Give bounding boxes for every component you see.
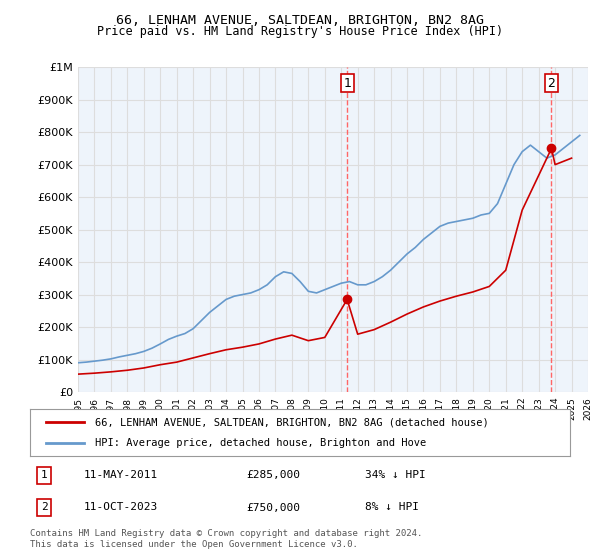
Text: 66, LENHAM AVENUE, SALTDEAN, BRIGHTON, BN2 8AG (detached house): 66, LENHAM AVENUE, SALTDEAN, BRIGHTON, B… [95,417,488,427]
Text: 11-MAY-2011: 11-MAY-2011 [84,470,158,480]
Text: HPI: Average price, detached house, Brighton and Hove: HPI: Average price, detached house, Brig… [95,438,426,448]
Text: £750,000: £750,000 [246,502,300,512]
Text: £285,000: £285,000 [246,470,300,480]
Text: 2: 2 [548,77,556,90]
Text: Price paid vs. HM Land Registry's House Price Index (HPI): Price paid vs. HM Land Registry's House … [97,25,503,38]
Text: 11-OCT-2023: 11-OCT-2023 [84,502,158,512]
Text: 8% ↓ HPI: 8% ↓ HPI [365,502,419,512]
Text: 34% ↓ HPI: 34% ↓ HPI [365,470,425,480]
Text: 2: 2 [41,502,47,512]
Text: Contains HM Land Registry data © Crown copyright and database right 2024.
This d: Contains HM Land Registry data © Crown c… [30,529,422,549]
Text: 66, LENHAM AVENUE, SALTDEAN, BRIGHTON, BN2 8AG: 66, LENHAM AVENUE, SALTDEAN, BRIGHTON, B… [116,14,484,27]
Text: 1: 1 [41,470,47,480]
Text: 1: 1 [343,77,351,90]
